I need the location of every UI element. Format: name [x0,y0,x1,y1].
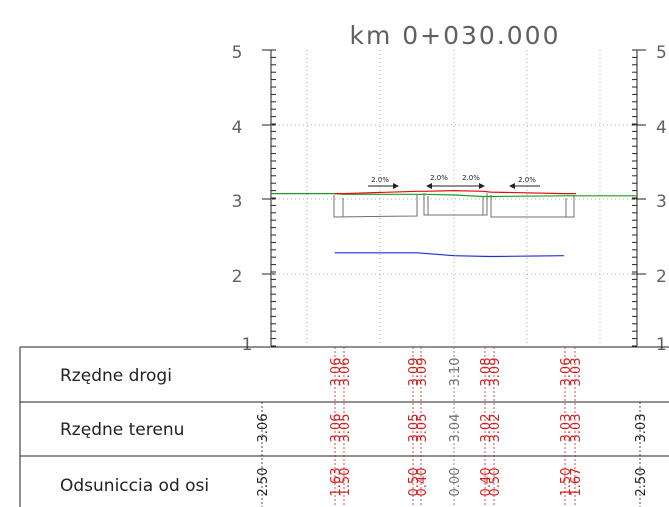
y-tick-label-4: 4 [232,118,243,138]
table-frame [19,346,669,507]
terrain-elevation-value: 3.06 [256,414,271,443]
road-elevation-value: 3.08 [479,358,494,387]
terrain-elevation-value: 3.05 [407,414,422,443]
lower-blue-line [334,252,564,258]
grid [271,50,637,346]
terrain-elevation-value: 3.02 [488,414,503,443]
section-title: km 0+030.000 [349,21,560,50]
table-columns: 3.062.503.063.061.633.063.051.503.093.05… [256,347,649,507]
terrain-elevation-value: 3.05 [415,414,430,443]
offset-value: 2.50 [256,468,271,497]
offset-value: 1.63 [329,468,344,497]
slope-arrowhead-1 [393,183,399,189]
slope-arrowhead-4 [509,183,515,189]
offset-value: 1.50 [338,468,353,497]
row-label-terrain: Rzędne terenu [60,420,184,440]
y-tick-label-right-5: 5 [656,43,667,63]
slope-label-2: 2.0% [430,174,448,182]
road-elevation-value: 3.09 [488,358,503,387]
offset-value: 0.50 [488,468,503,497]
terrain-elevation-value: 3.03 [634,414,649,443]
slope-label-1: 2.0% [371,176,389,184]
road-elevation-value: 3.09 [415,358,430,387]
y-tick-label-right-4: 4 [656,118,667,138]
road-elevation-value: 3.03 [569,358,584,387]
slope-label-3: 2.0% [462,174,480,182]
row-label-offset: Odsuniccia od osi [60,476,209,496]
terrain-elevation-value: 3.03 [569,414,584,443]
y-tick-label-5: 5 [232,43,243,63]
offset-value: 1.67 [569,468,584,497]
slope-label-4: 2.0% [518,176,536,184]
road-elevation-value: 3.09 [407,358,422,387]
row-label-road: Rzędne drogi [60,366,172,386]
terrain-elevation-value: 3.05 [338,414,353,443]
y-tick-label-right-3: 3 [656,192,667,212]
y-tick-label-right-1: 1 [656,335,667,355]
offset-value: 0.40 [415,468,430,497]
terrain-elevation-value: 3.04 [448,414,463,443]
road-elevation-value: 3.10 [448,358,463,387]
road-elevation-line [334,189,577,195]
terrain-elevation-value: 3.02 [479,414,494,443]
terrain-elevation-value: 3.06 [329,414,344,443]
road-elevation-value: 3.06 [338,358,353,387]
offset-value: 1.50 [559,468,574,497]
slope-arrowhead-2 [426,183,432,189]
offset-value: 0.50 [407,468,422,497]
y-tick-label-right-2: 2 [656,267,667,287]
minor-ticks [271,49,637,347]
offset-value: 2.50 [634,468,649,497]
terrain-elevation-value: 3.03 [559,414,574,443]
road-elevation-value: 3.06 [329,358,344,387]
road-elevation-value: 3.06 [559,358,574,387]
y-tick-label-1: 1 [242,335,253,355]
offset-value: 0.00 [448,468,463,497]
slope-arrowhead-3 [479,183,485,189]
structure-boxes [333,193,575,218]
slope-annotations: 2.0% 2.0% 2.0% 2.0% [368,174,540,189]
y-tick-label-3: 3 [232,192,243,212]
y-tick-label-2: 2 [232,267,243,287]
offset-value: 0.40 [479,468,494,497]
